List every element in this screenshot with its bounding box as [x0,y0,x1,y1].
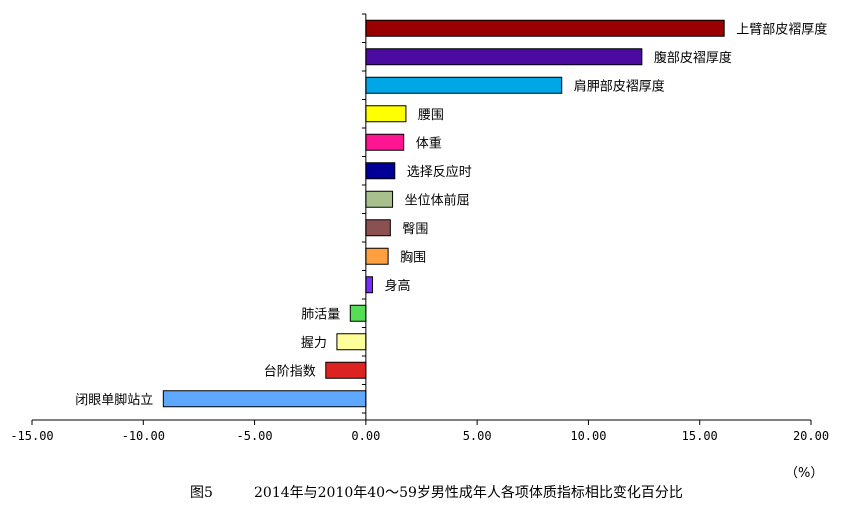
bar-label-2: 腹部皮褶厚度 [654,50,732,66]
bar-8 [365,219,391,237]
bar-4 [365,105,407,123]
bar-label-14: 闭眼单脚站立 [75,392,153,408]
bar-10 [365,276,374,294]
x-tick-label-1: -10.00 [122,429,165,443]
figure-caption: 2014年与2010年40～59岁男性成年人各项体质指标相比变化百分比 [254,485,683,501]
bar-3 [365,76,563,94]
labels-layer: 上臂部皮褶厚度腹部皮褶厚度肩胛部皮褶厚度腰围体重选择反应时坐位体前屈臀围胸围身高… [75,21,827,408]
bar-1 [365,19,725,37]
bar-7 [365,190,394,208]
x-tick-label-4: 5.00 [463,429,492,443]
x-tick-label-0: -15.00 [10,429,53,443]
bar-label-11: 肺活量 [301,307,340,322]
x-tick-label-2: -5.00 [237,429,273,443]
bar-13 [325,361,367,379]
bar-label-6: 选择反应时 [407,164,472,180]
bar-label-8: 臀围 [402,222,428,237]
bar-label-4: 腰围 [418,108,444,123]
x-tick-label-5: 10.00 [570,429,606,443]
bar-2 [365,48,643,66]
bar-5 [365,133,405,151]
bars-layer [162,19,725,408]
bar-label-7: 坐位体前屈 [405,192,470,208]
bar-label-1: 上臂部皮褶厚度 [736,21,827,37]
bar-14 [162,390,367,408]
bar-label-9: 胸围 [400,250,426,265]
figure-number: 图5 [190,485,213,501]
bar-9 [365,247,389,265]
x-tick-label-6: 15.00 [682,429,718,443]
bar-label-5: 体重 [416,135,442,151]
bar-label-13: 台阶指数 [264,364,316,379]
bar-11 [349,304,367,322]
bar-label-12: 握力 [301,336,327,351]
unit-label: （%） [785,466,823,481]
bar-6 [365,162,396,180]
bar-12 [336,333,367,351]
x-tick-label-3: 0.00 [351,429,380,443]
x-tick-label-7: 20.00 [793,429,829,443]
axis-layer: -15.00 -10.00 -5.00 0.00 5.00 10.00 15.00 20.00 [10,13,829,443]
bar-label-10: 身高 [385,278,411,294]
bar-label-3: 肩胛部皮褶厚度 [574,78,665,94]
